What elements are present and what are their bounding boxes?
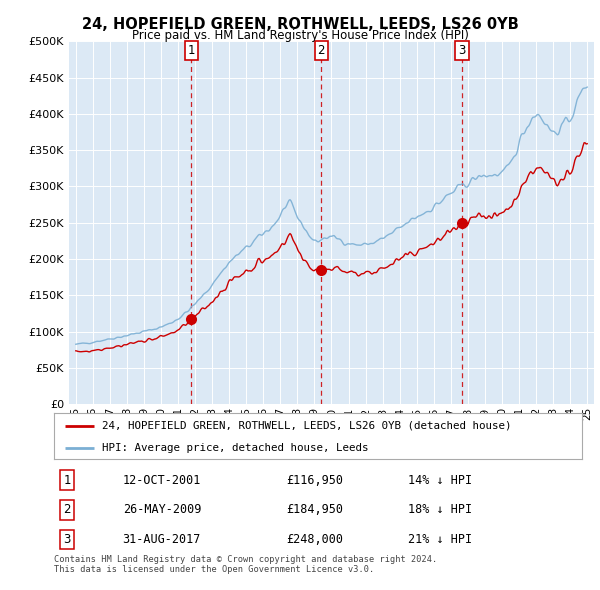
Text: 24, HOPEFIELD GREEN, ROTHWELL, LEEDS, LS26 0YB (detached house): 24, HOPEFIELD GREEN, ROTHWELL, LEEDS, LS… — [101, 421, 511, 431]
Text: 14% ↓ HPI: 14% ↓ HPI — [408, 474, 472, 487]
Text: 26-MAY-2009: 26-MAY-2009 — [122, 503, 201, 516]
Text: 3: 3 — [458, 44, 466, 57]
Text: 1: 1 — [64, 474, 71, 487]
Text: 2: 2 — [317, 44, 325, 57]
Text: 12-OCT-2001: 12-OCT-2001 — [122, 474, 201, 487]
Text: 2: 2 — [64, 503, 71, 516]
Text: £116,950: £116,950 — [286, 474, 343, 487]
Text: Price paid vs. HM Land Registry's House Price Index (HPI): Price paid vs. HM Land Registry's House … — [131, 30, 469, 42]
Text: 1: 1 — [188, 44, 195, 57]
Text: 3: 3 — [64, 533, 71, 546]
Text: 24, HOPEFIELD GREEN, ROTHWELL, LEEDS, LS26 0YB: 24, HOPEFIELD GREEN, ROTHWELL, LEEDS, LS… — [82, 17, 518, 31]
Text: 31-AUG-2017: 31-AUG-2017 — [122, 533, 201, 546]
Text: 21% ↓ HPI: 21% ↓ HPI — [408, 533, 472, 546]
Text: £248,000: £248,000 — [286, 533, 343, 546]
Text: Contains HM Land Registry data © Crown copyright and database right 2024.
This d: Contains HM Land Registry data © Crown c… — [54, 555, 437, 574]
Text: HPI: Average price, detached house, Leeds: HPI: Average price, detached house, Leed… — [101, 442, 368, 453]
Text: £184,950: £184,950 — [286, 503, 343, 516]
Text: 18% ↓ HPI: 18% ↓ HPI — [408, 503, 472, 516]
